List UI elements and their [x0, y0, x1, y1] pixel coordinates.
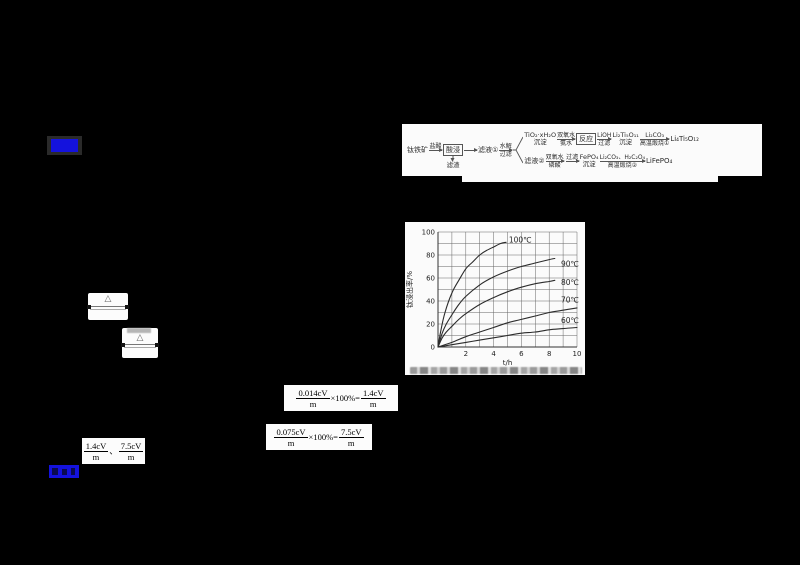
reaction-box: 反应: [576, 133, 597, 145]
svg-text:80℃: 80℃: [561, 278, 579, 287]
svg-text:40: 40: [426, 298, 435, 306]
fraction: 0.075cV m: [274, 426, 308, 448]
leaching-chart: 2 4 6 8 10020406080100t/h钛浸出率/%100℃90℃80℃70℃…: [405, 229, 582, 368]
flow-arrow-hydrolysis: 水解 过滤: [499, 142, 514, 158]
acid-leach-label: 酸浸: [446, 146, 460, 154]
fraction: 7.5cV m: [118, 440, 144, 462]
flow-arrow-plain: [464, 143, 478, 158]
product-li4ti5o12: Li₄Ti₅O₁₂: [670, 135, 699, 143]
svg-text:10: 10: [573, 350, 582, 358]
calc-formula-1: 0.014cV m ×100%= 1.4cV m: [284, 385, 398, 411]
fraction: 7.5cV m: [338, 426, 364, 448]
svg-text:4: 4: [491, 350, 496, 358]
answer-highlight-2: [49, 465, 79, 478]
arrow-line-icon: [499, 147, 514, 152]
svg-text:60℃: 60℃: [561, 316, 579, 325]
down-arrow-icon: [450, 155, 455, 162]
arrow-line-icon: [599, 158, 647, 163]
arrow-label-top: 盐酸: [429, 142, 442, 150]
filtrate1-label: 滤液①: [478, 146, 499, 154]
acid-leach-box: 酸浸 滤渣: [443, 144, 463, 169]
arrow-line-icon: [557, 136, 577, 141]
flow-arrow-peroxide-ammonia: 双氧水 氨水: [557, 131, 577, 147]
svg-text:70℃: 70℃: [561, 295, 579, 304]
arrow-line-icon: [565, 158, 580, 163]
svg-text:8: 8: [547, 350, 551, 358]
svg-text:60: 60: [426, 275, 435, 283]
arrow-line-icon: [464, 147, 478, 152]
arrow-line-icon: [639, 136, 671, 141]
lithium-titanate-precipitate-node: Li₂Ti₅O₁₁ 沉淀: [612, 131, 639, 146]
delta-condition-symbol-2: △: [121, 328, 159, 358]
fraction: 0.014cV m: [296, 387, 330, 409]
leaching-chart-panel: 2 4 6 8 10 0 20 40 60 80 100 t/h 钛浸出率/% 100℃ 90℃ 80℃ 70℃…: [405, 222, 585, 375]
flowchart-panel: 钛铁矿 盐酸 酸浸 滤渣 滤液① 水解 过滤: [402, 124, 762, 176]
flow-arrow-filter: 过滤: [565, 153, 580, 163]
flow-arrow-calcination-2: Li₂CO₃、H₂C₂O₄ 高温煅烧②: [599, 153, 647, 169]
flow-arrow-lioh: LiOH 过滤: [597, 131, 613, 147]
arrow-line-icon: [429, 147, 443, 152]
svg-text:100℃: 100℃: [509, 236, 532, 245]
equation-line: [124, 344, 156, 348]
flowchart-panel-edge: [462, 176, 718, 182]
fraction: 1.4cV m: [360, 387, 386, 409]
arrow-line-icon: [545, 158, 565, 163]
svg-text:20: 20: [426, 321, 435, 329]
flowchart-start: 钛铁矿: [407, 146, 428, 154]
svg-text:80: 80: [426, 252, 435, 260]
delta-icon: △: [104, 294, 112, 304]
svg-text:100: 100: [422, 229, 435, 237]
flowchart-branches: TiO₂·xH₂O 沉淀 双氧水 氨水 反应 LiOH 过滤 Li₂Ti: [524, 132, 699, 169]
flow-arrow-calcination-1: Li₂CO₃ 高温煅烧①: [639, 131, 671, 147]
flow-arrow-peroxide-phosphoric: 双氧水 磷酸: [545, 153, 565, 169]
arrow-label-top: 水解: [499, 142, 512, 150]
svg-text:t/h: t/h: [503, 359, 513, 367]
blurred-caption: [410, 367, 582, 374]
svg-text:钛浸出率/%: 钛浸出率/%: [405, 271, 414, 308]
calc-formula-2: 0.075cV m ×100%= 7.5cV m: [266, 424, 372, 450]
branch-iron: 滤液② 双氧水 磷酸 过滤 FePO₄ 沉淀 Li₂CO₃、H₂C₂O₄: [524, 154, 699, 169]
tio2-precipitate-node: TiO₂·xH₂O 沉淀: [524, 131, 557, 146]
product-lifepo4: LiFePO₄: [645, 157, 673, 165]
equation-line: [90, 306, 126, 310]
branch-fork-icon: [513, 136, 524, 164]
answer-highlight-border-1: [47, 136, 82, 155]
svg-text:0: 0: [431, 344, 435, 352]
residue-branch: 滤渣: [447, 155, 460, 169]
fepo4-precipitate-node: FePO₄ 沉淀: [579, 153, 599, 168]
svg-text:90℃: 90℃: [561, 260, 579, 269]
flow-arrow-acid: 盐酸: [429, 142, 443, 158]
fraction: 1.4cV m: [83, 440, 109, 462]
arrow-line-icon: [597, 136, 613, 141]
filtrate2-label: 滤液②: [524, 157, 545, 165]
svg-text:6: 6: [519, 350, 524, 358]
delta-condition-symbol-1: △: [87, 293, 129, 320]
arrow-label-bottom: 过滤: [499, 150, 512, 158]
svg-text:2: 2: [464, 350, 468, 358]
answer-highlight-1: [51, 139, 78, 152]
branch-titanium: TiO₂·xH₂O 沉淀 双氧水 氨水 反应 LiOH 过滤 Li₂Ti: [524, 132, 699, 147]
residue-label: 滤渣: [446, 161, 460, 169]
result-formula: 1.4cV m 、 7.5cV m: [82, 438, 145, 464]
delta-icon: △: [136, 333, 144, 343]
